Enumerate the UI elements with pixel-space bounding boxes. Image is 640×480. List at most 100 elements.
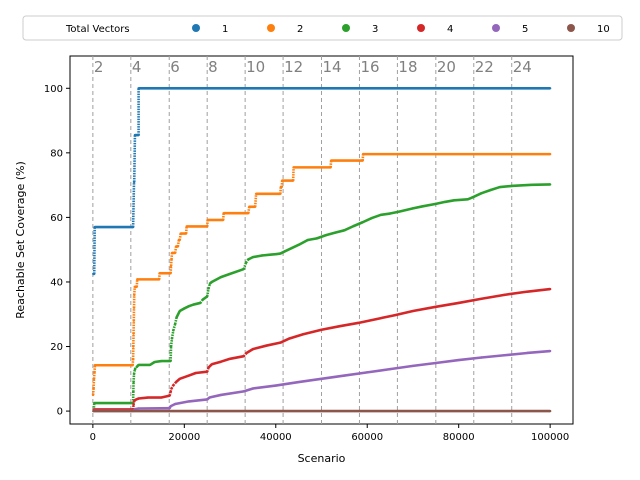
- series-4-segment: [195, 370, 208, 375]
- annotation-label-22: 22: [475, 58, 494, 76]
- x-tick-label: 20000: [168, 432, 200, 443]
- series-4-segment: [179, 374, 190, 381]
- series-3-segment: [205, 288, 210, 297]
- series-10: [92, 409, 552, 413]
- series-3-segment: [421, 202, 437, 208]
- series-3-segment: [343, 224, 355, 232]
- series-1-point: [548, 87, 552, 90]
- series-5-segment: [298, 377, 322, 384]
- legend-marker-4: [417, 24, 425, 32]
- series-3-segment: [490, 185, 501, 192]
- legend-marker-10: [567, 24, 575, 32]
- series-4-segment: [211, 360, 222, 366]
- series-5-point: [548, 349, 552, 353]
- series-3-segment: [170, 330, 175, 339]
- legend-label-5: 5: [522, 24, 528, 35]
- series-5-segment: [243, 387, 254, 393]
- legend-label-3: 3: [372, 24, 378, 35]
- legend-items: 1 2 3 4 5 10: [192, 24, 610, 35]
- legend-label-4: 4: [447, 24, 453, 35]
- series-3-segment: [175, 310, 181, 319]
- series-3-segment: [435, 200, 446, 206]
- series-4-segment: [302, 328, 322, 336]
- series-4: [92, 287, 552, 411]
- series-3-point: [548, 183, 552, 186]
- series-3-segment: [298, 238, 309, 246]
- series-4-segment: [321, 324, 341, 332]
- annotation-label-6: 6: [170, 58, 180, 76]
- annotation-lines: [92, 56, 513, 424]
- series-4-segment: [188, 371, 197, 377]
- series-3-segment: [307, 237, 318, 242]
- series-3-segment: [398, 207, 414, 213]
- legend-label-1: 1: [222, 24, 228, 35]
- legend-label-2: 2: [297, 24, 303, 35]
- series-3-segment: [261, 253, 272, 257]
- y-tick-label: 100: [44, 84, 63, 95]
- series-4-segment: [279, 337, 291, 344]
- series-5-segment: [321, 374, 345, 381]
- x-tick-label: 40000: [260, 432, 292, 443]
- x-tick-label: 60000: [351, 432, 383, 443]
- annotation-labels: 2 4 6 8 10 12 14 16 18 20 22 24: [94, 58, 532, 76]
- legend-marker-5: [492, 24, 500, 32]
- series-3-segment: [353, 221, 364, 228]
- series-5-segment: [209, 393, 222, 399]
- series-3-segment: [291, 243, 300, 250]
- series-4-segment: [527, 287, 551, 293]
- annotation-label-20: 20: [437, 58, 456, 76]
- series-3-segment: [371, 213, 382, 220]
- legend-title: Total Vectors: [65, 24, 130, 35]
- series-4-segment: [504, 290, 528, 297]
- y-tick-label: 60: [50, 213, 63, 224]
- series-5-segment: [389, 364, 414, 371]
- annotation-label-4: 4: [132, 58, 142, 76]
- plot-area: 2 4 6 8 10 12 14 16 18 20 22 24: [69, 55, 574, 425]
- y-tick-label: 80: [50, 148, 63, 159]
- series-5-segment: [220, 390, 244, 397]
- series-3-segment: [316, 233, 327, 240]
- y-tick-label: 40: [50, 277, 63, 288]
- series-5: [92, 349, 552, 413]
- y-tick-label: 20: [50, 342, 63, 353]
- series-5-segment: [344, 371, 368, 377]
- annotation-label-12: 12: [284, 58, 303, 76]
- series-3-segment: [380, 212, 391, 217]
- series-5-segment: [504, 351, 528, 357]
- series-3-segment: [252, 254, 263, 259]
- series-4-segment: [245, 347, 254, 355]
- x-tick-label: 100000: [531, 432, 569, 443]
- annotation-label-2: 2: [94, 58, 104, 76]
- series-5-segment: [252, 384, 276, 390]
- series-5-segment: [367, 367, 391, 374]
- series-3-segment: [325, 231, 336, 237]
- series-4-segment: [339, 321, 359, 328]
- series-3-segment: [513, 183, 532, 188]
- series-3-segment: [481, 188, 492, 195]
- series-4-segment: [481, 293, 505, 301]
- y-tick-label: 0: [57, 407, 63, 418]
- legend-frame: [22, 15, 623, 41]
- series-1: [92, 86, 552, 276]
- annotation-label-14: 14: [323, 58, 342, 76]
- series-3-segment: [220, 272, 231, 279]
- series-4-segment: [252, 344, 267, 351]
- series-3-segment: [284, 246, 293, 253]
- series-3-segment: [334, 229, 345, 234]
- legend-label-10: 10: [597, 24, 610, 35]
- annotation-label-8: 8: [208, 58, 218, 76]
- series-layer: [91, 86, 552, 413]
- series-4-segment: [435, 301, 459, 309]
- series-4-segment: [289, 333, 304, 340]
- series-4-segment: [266, 341, 281, 347]
- series-5-segment: [458, 356, 482, 362]
- series-3-segment: [132, 368, 137, 375]
- legend-marker-1: [192, 24, 200, 32]
- series-5-segment: [527, 349, 551, 355]
- series-5-segment: [435, 358, 459, 365]
- series-4-segment: [229, 354, 245, 361]
- series-5-segment: [481, 353, 505, 359]
- series-3-segment: [211, 275, 222, 284]
- annotation-label-18: 18: [398, 58, 417, 76]
